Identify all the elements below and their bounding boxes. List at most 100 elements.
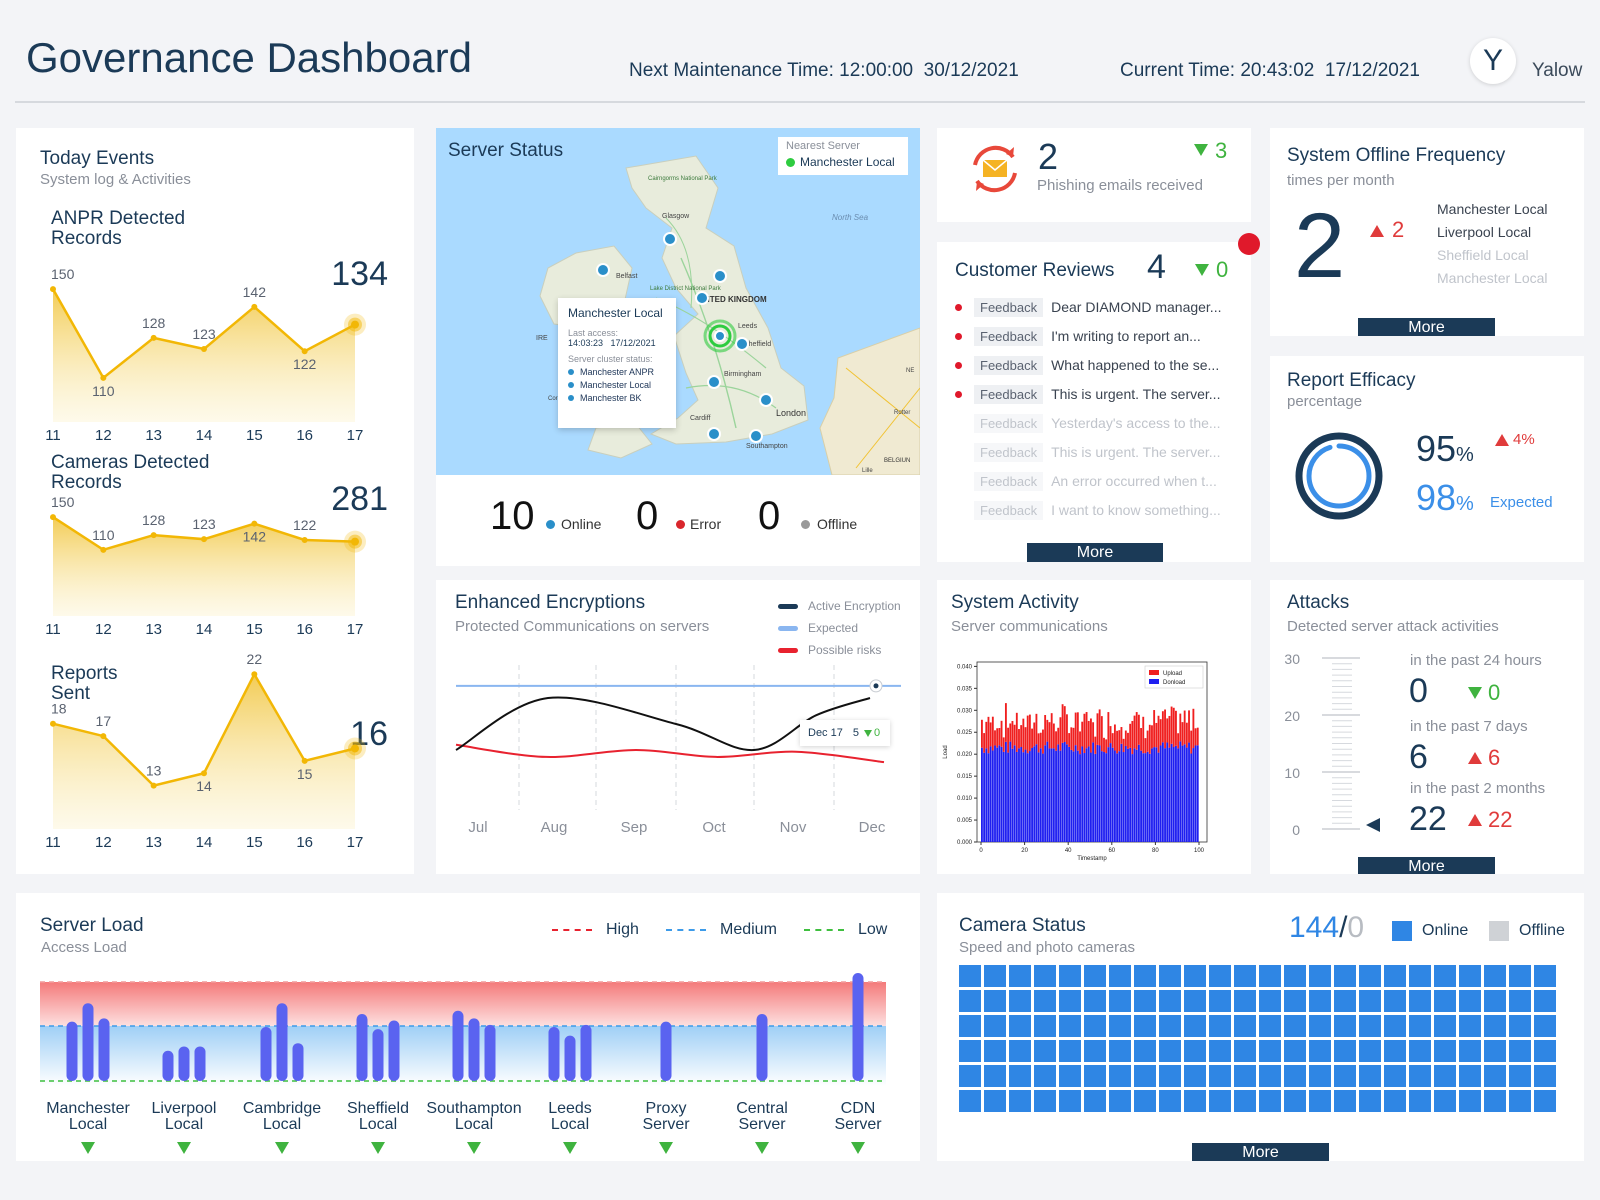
camera-cell[interactable] <box>1209 1015 1231 1037</box>
camera-cell[interactable] <box>1234 1065 1256 1087</box>
camera-cell[interactable] <box>1359 965 1381 987</box>
camera-cell[interactable] <box>959 1090 981 1112</box>
camera-cell[interactable] <box>1009 990 1031 1012</box>
camera-cell[interactable] <box>1159 1065 1181 1087</box>
review-item[interactable]: Feedback Dear DIAMOND manager... <box>955 296 1236 318</box>
camera-cell[interactable] <box>1409 990 1431 1012</box>
camera-cell[interactable] <box>1034 1090 1056 1112</box>
camera-cell[interactable] <box>959 965 981 987</box>
camera-cell[interactable] <box>1184 1090 1206 1112</box>
camera-cell[interactable] <box>1459 990 1481 1012</box>
camera-cell[interactable] <box>1134 990 1156 1012</box>
camera-cell[interactable] <box>1059 1065 1081 1087</box>
camera-cell[interactable] <box>1234 1090 1256 1112</box>
camera-cell[interactable] <box>1259 990 1281 1012</box>
reviews-more-button[interactable]: More <box>1027 543 1163 562</box>
camera-cell[interactable] <box>1059 1090 1081 1112</box>
camera-cell[interactable] <box>1384 1040 1406 1062</box>
server-marker[interactable] <box>663 232 677 246</box>
camera-cell[interactable] <box>1384 1090 1406 1112</box>
camera-cell[interactable] <box>1359 990 1381 1012</box>
camera-cell[interactable] <box>1184 965 1206 987</box>
camera-cell[interactable] <box>1409 965 1431 987</box>
camera-cell[interactable] <box>1309 1065 1331 1087</box>
review-item[interactable]: Feedback I'm writing to report an... <box>955 325 1236 347</box>
camera-cell[interactable] <box>1409 1065 1431 1087</box>
selected-server-marker[interactable] <box>703 319 737 353</box>
camera-cell[interactable] <box>1309 965 1331 987</box>
review-item[interactable]: Feedback This is urgent. The server... <box>955 383 1236 405</box>
server-marker[interactable] <box>749 429 763 443</box>
camera-cell[interactable] <box>1034 1065 1056 1087</box>
camera-cell[interactable] <box>1234 965 1256 987</box>
camera-cell[interactable] <box>1134 965 1156 987</box>
camera-cell[interactable] <box>1159 965 1181 987</box>
camera-cell[interactable] <box>1534 965 1556 987</box>
camera-cell[interactable] <box>1059 965 1081 987</box>
camera-cell[interactable] <box>1484 1040 1506 1062</box>
server-marker[interactable] <box>759 393 773 407</box>
camera-cell[interactable] <box>1434 1040 1456 1062</box>
offline-frequency-more-button[interactable]: More <box>1358 318 1495 336</box>
camera-cell[interactable] <box>1534 1015 1556 1037</box>
camera-cell[interactable] <box>1009 1040 1031 1062</box>
camera-cell[interactable] <box>984 1040 1006 1062</box>
camera-cell[interactable] <box>1509 1040 1531 1062</box>
camera-cell[interactable] <box>1159 1015 1181 1037</box>
review-item[interactable]: Feedback What happened to the se... <box>955 354 1236 376</box>
camera-cell[interactable] <box>1284 965 1306 987</box>
camera-cell[interactable] <box>1484 1090 1506 1112</box>
camera-cell[interactable] <box>1034 1040 1056 1062</box>
camera-cell[interactable] <box>1434 965 1456 987</box>
camera-cell[interactable] <box>1459 965 1481 987</box>
camera-cell[interactable] <box>959 1040 981 1062</box>
camera-cell[interactable] <box>1084 1090 1106 1112</box>
camera-cell[interactable] <box>984 1090 1006 1112</box>
review-item[interactable]: Feedback This is urgent. The server... <box>955 441 1236 463</box>
camera-cell[interactable] <box>1184 990 1206 1012</box>
camera-cell[interactable] <box>1209 990 1231 1012</box>
review-item[interactable]: Feedback I want to know something... <box>955 499 1236 521</box>
camera-cell[interactable] <box>1334 990 1356 1012</box>
camera-cell[interactable] <box>959 990 981 1012</box>
server-marker[interactable] <box>596 263 610 277</box>
camera-cell[interactable] <box>1434 1065 1456 1087</box>
camera-cell[interactable] <box>1034 990 1056 1012</box>
camera-cell[interactable] <box>1009 1015 1031 1037</box>
camera-cell[interactable] <box>1259 1040 1281 1062</box>
camera-cell[interactable] <box>1159 990 1181 1012</box>
camera-cell[interactable] <box>1309 1090 1331 1112</box>
camera-cell[interactable] <box>984 990 1006 1012</box>
camera-cell[interactable] <box>1259 1090 1281 1112</box>
review-item[interactable]: Feedback Yesterday's access to the... <box>955 412 1236 434</box>
camera-cell[interactable] <box>1259 965 1281 987</box>
server-markers[interactable] <box>596 232 773 443</box>
camera-cell[interactable] <box>1134 1065 1156 1087</box>
camera-cell[interactable] <box>1209 1040 1231 1062</box>
camera-cell[interactable] <box>1209 1065 1231 1087</box>
camera-cell[interactable] <box>1109 1015 1131 1037</box>
camera-cell[interactable] <box>984 965 1006 987</box>
server-marker[interactable] <box>695 291 709 305</box>
camera-cell[interactable] <box>1409 1040 1431 1062</box>
camera-cell[interactable] <box>1259 1015 1281 1037</box>
camera-cell[interactable] <box>1059 1015 1081 1037</box>
camera-cell[interactable] <box>1309 1015 1331 1037</box>
camera-cell[interactable] <box>1484 965 1506 987</box>
camera-cell[interactable] <box>1334 965 1356 987</box>
camera-cell[interactable] <box>1234 990 1256 1012</box>
server-marker[interactable] <box>713 269 727 283</box>
camera-cell[interactable] <box>1484 1015 1506 1037</box>
camera-cell[interactable] <box>1284 1090 1306 1112</box>
camera-cell[interactable] <box>1334 1040 1356 1062</box>
camera-cell[interactable] <box>1509 990 1531 1012</box>
camera-cell[interactable] <box>1384 990 1406 1012</box>
camera-cell[interactable] <box>1284 1065 1306 1087</box>
camera-cell[interactable] <box>1384 965 1406 987</box>
camera-cell[interactable] <box>1384 1065 1406 1087</box>
camera-cell[interactable] <box>1309 1040 1331 1062</box>
camera-cell[interactable] <box>1059 1040 1081 1062</box>
camera-cell[interactable] <box>1284 1015 1306 1037</box>
camera-cell[interactable] <box>1084 965 1106 987</box>
camera-cell[interactable] <box>1209 965 1231 987</box>
